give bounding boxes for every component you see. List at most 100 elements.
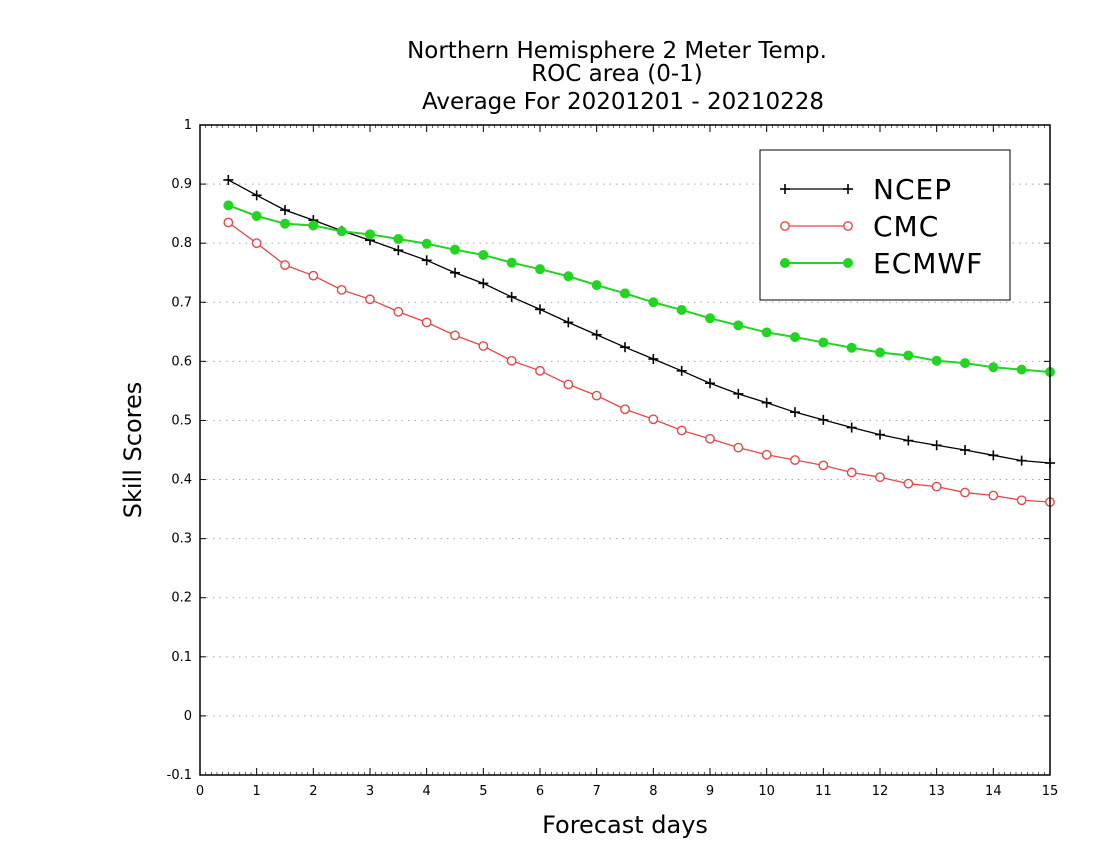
data-point-ncep (223, 174, 234, 185)
data-point-ecmwf (648, 297, 659, 308)
legend-marker-cmc (780, 221, 790, 231)
data-point-ncep (875, 429, 885, 440)
data-point-ncep (988, 450, 999, 461)
data-point-ecmwf (988, 362, 999, 373)
data-point-cmc (903, 478, 914, 489)
chart-title-line-2: ROC area (0-1) (531, 61, 703, 87)
data-point-ecmwf (875, 347, 885, 358)
data-point-ecmwf (733, 320, 744, 331)
data-point-ecmwf (563, 271, 574, 282)
data-point-ncep (648, 354, 659, 364)
data-point-cmc (846, 467, 857, 478)
x-tick-label: 11 (815, 784, 832, 799)
data-point-ncep (960, 445, 970, 455)
legend-marker-ecmwf (780, 258, 790, 268)
data-point-cmc (761, 449, 772, 460)
data-point-cmc (223, 217, 234, 228)
legend-marker-ncep (843, 184, 853, 194)
data-point-ecmwf (450, 244, 460, 255)
data-point-ecmwf (676, 304, 687, 315)
data-point-cmc (308, 270, 319, 281)
x-tick-label: 6 (536, 784, 544, 799)
data-point-ncep (478, 278, 489, 289)
x-tick-label: 10 (758, 784, 775, 799)
y-tick-label: -0.1 (167, 768, 192, 783)
x-tick-label: 2 (309, 784, 317, 799)
plot-frame (199, 124, 1051, 776)
data-point-cmc (818, 460, 829, 471)
data-point-ncep (790, 407, 800, 418)
legend-marker-ncep (780, 184, 790, 194)
data-point-ecmwf (421, 238, 432, 249)
x-tick-label: 1 (253, 784, 261, 799)
data-point-cmc (421, 317, 432, 328)
y-tick-label: 0.1 (171, 650, 192, 665)
data-point-cmc (960, 487, 970, 498)
data-point-ncep (450, 267, 460, 278)
x-tick-label: 0 (196, 784, 204, 799)
data-point-ecmwf (280, 218, 290, 229)
data-point-ecmwf (818, 337, 829, 348)
data-point-cmc (648, 414, 659, 425)
data-point-ecmwf (620, 288, 630, 299)
data-point-ncep (563, 317, 574, 328)
data-point-ncep (1016, 455, 1027, 466)
chart-title-line-3: Average For 20201201 - 20210228 (422, 89, 824, 115)
data-point-ncep (393, 245, 404, 256)
data-point-cmc (591, 390, 602, 401)
data-point-cmc (336, 284, 347, 295)
data-point-ecmwf (903, 350, 914, 361)
data-point-cmc (705, 433, 715, 444)
data-point-cmc (478, 341, 489, 351)
x-tick-label: 15 (1042, 784, 1059, 799)
data-point-ncep (676, 365, 687, 376)
data-point-ncep (931, 440, 942, 451)
data-point-cmc (563, 379, 574, 390)
data-point-ecmwf (393, 234, 404, 245)
x-tick-label: 8 (649, 784, 657, 799)
series-cmc (223, 217, 1055, 507)
data-point-cmc (535, 365, 545, 376)
legend-label-cmc: CMC (873, 210, 939, 243)
y-tick-label: 1 (184, 118, 192, 133)
data-point-cmc (790, 455, 800, 465)
data-point-ecmwf (308, 220, 319, 231)
data-point-ncep (705, 378, 715, 389)
data-point-ecmwf (846, 342, 857, 353)
data-point-ncep (818, 414, 829, 425)
data-point-cmc (931, 481, 942, 492)
y-tick-label: 0.3 (171, 532, 192, 547)
data-point-ecmwf (591, 280, 602, 291)
data-point-cmc (365, 294, 375, 305)
x-tick-label: 5 (479, 784, 487, 799)
data-point-cmc (251, 238, 262, 249)
data-point-ecmwf (535, 264, 545, 275)
data-point-ecmwf (1016, 364, 1027, 375)
x-tick-label: 9 (706, 784, 714, 799)
legend-label-ecmwf: ECMWF (873, 247, 983, 280)
x-tick-label: 4 (423, 784, 431, 799)
data-point-ecmwf (478, 250, 489, 260)
data-point-ncep (421, 255, 432, 266)
data-point-ncep (903, 435, 914, 446)
data-point-cmc (506, 355, 517, 366)
y-tick-label: 0.6 (171, 354, 192, 369)
y-tick-label: 0.7 (171, 295, 192, 310)
data-point-cmc (875, 472, 885, 483)
data-point-ecmwf (761, 327, 772, 338)
data-point-ncep (761, 397, 772, 408)
data-point-cmc (393, 306, 404, 317)
data-point-cmc (1016, 495, 1027, 506)
y-tick-label: 0.4 (171, 473, 192, 488)
x-tick-label: 13 (928, 784, 945, 799)
data-point-ncep (620, 342, 630, 353)
data-point-ecmwf (506, 257, 517, 268)
x-tick-label: 3 (366, 784, 374, 799)
data-point-ecmwf (705, 313, 715, 324)
data-point-cmc (733, 442, 744, 453)
data-point-ncep (506, 291, 517, 302)
legend-marker-cmc (843, 221, 853, 231)
data-point-ncep (733, 388, 744, 399)
data-point-ncep (591, 329, 602, 340)
